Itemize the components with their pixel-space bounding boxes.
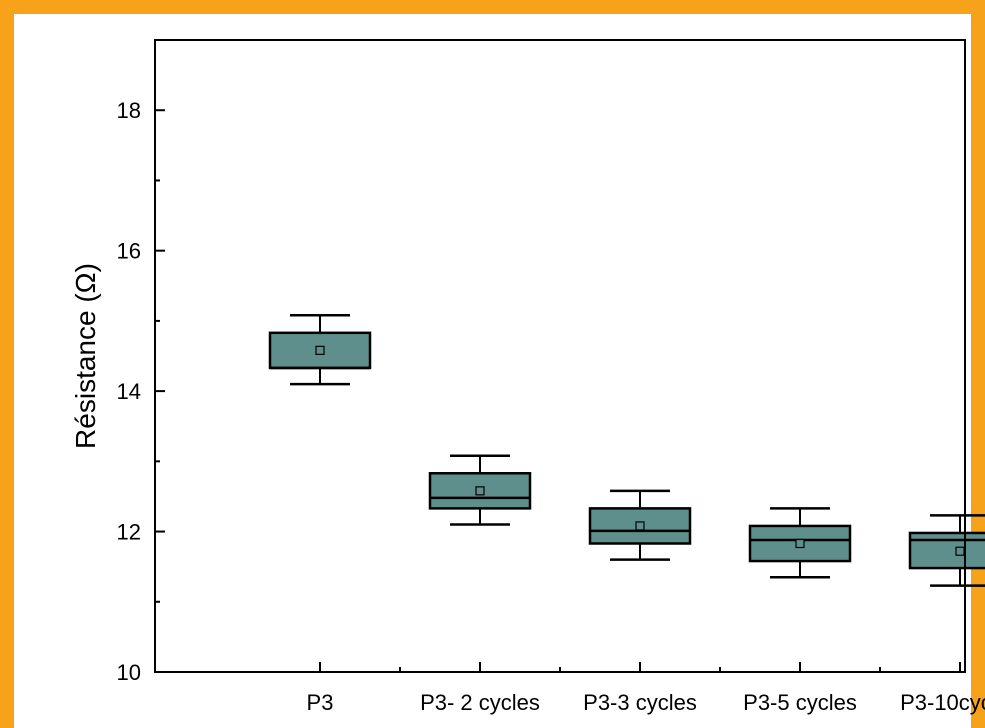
box-3	[588, 489, 692, 561]
x-category-label: P3- 2 cycles	[420, 690, 540, 715]
mean-marker	[795, 538, 805, 549]
y-tick-label: 18	[117, 98, 141, 123]
box-4	[748, 507, 852, 579]
box-1	[268, 314, 372, 386]
box-5	[908, 514, 985, 587]
y-tick-label: 14	[117, 379, 141, 404]
mean-marker	[315, 345, 325, 355]
mean-marker	[475, 486, 485, 496]
box-2	[428, 454, 532, 526]
x-category-label: P3	[307, 690, 334, 715]
mean-marker	[955, 546, 965, 556]
x-category-label: P3-5 cycles	[743, 690, 857, 715]
x-axis: P3 P3- 2 cycles P3-3 cycles P3-5 cycles P3-1…	[307, 662, 985, 715]
y-axis-title: Résistance (Ω)	[70, 263, 101, 449]
x-category-label: P3-10cycles	[900, 690, 985, 715]
x-category-label: P3-3 cycles	[583, 690, 697, 715]
y-tick-label: 10	[117, 660, 141, 685]
y-tick-label: 16	[117, 239, 141, 264]
iqr-box	[748, 524, 852, 563]
y-tick-label: 12	[117, 520, 141, 545]
mean-marker	[635, 521, 645, 531]
iqr-box	[908, 531, 985, 570]
box-series	[268, 314, 985, 587]
y-axis: 10 12 14 16 18	[117, 39, 165, 685]
